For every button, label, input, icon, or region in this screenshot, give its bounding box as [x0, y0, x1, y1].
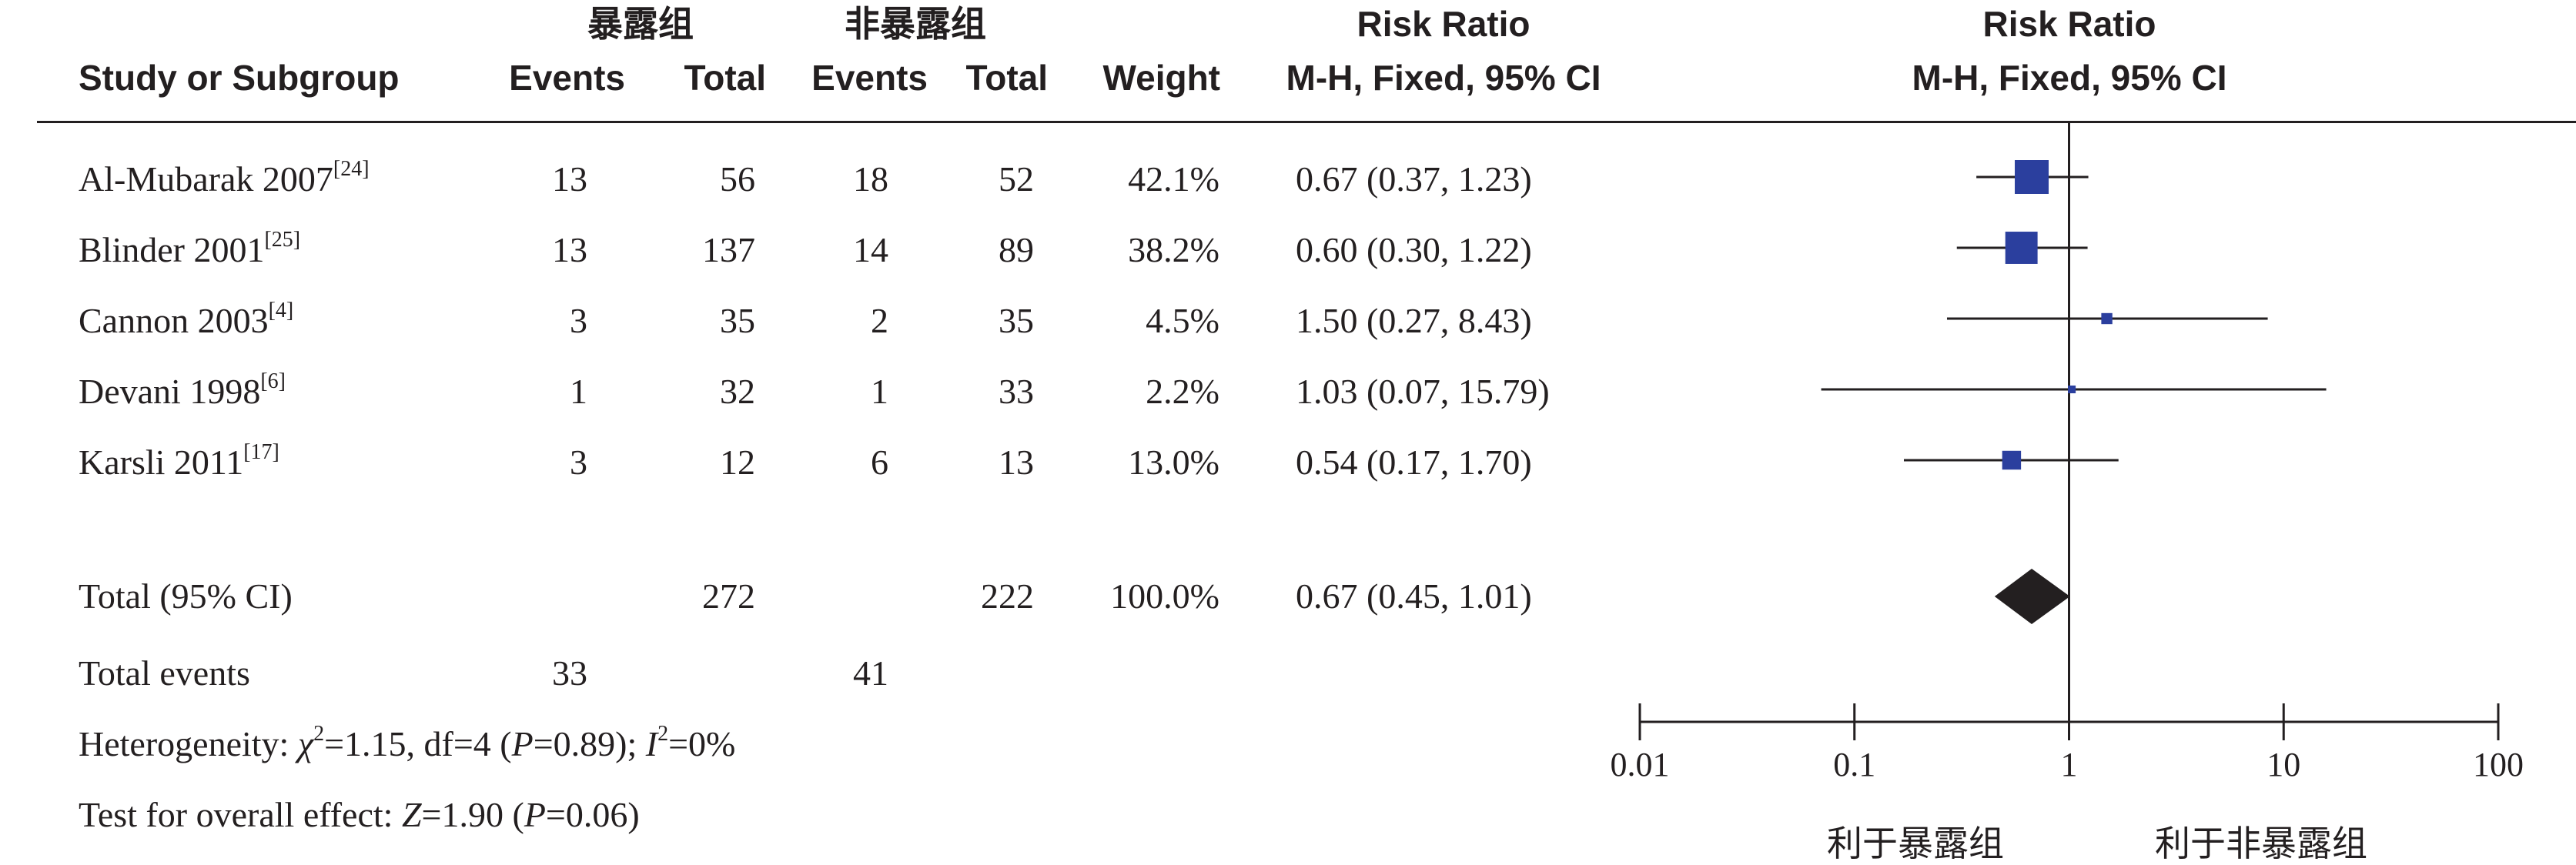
exposed-events-cell: 3: [570, 443, 587, 482]
exposed-total-cell: 272: [702, 576, 755, 616]
study-reference: [4]: [268, 299, 294, 322]
unexposed-events-cell: 6: [871, 443, 888, 482]
unexposed-total-header: Total: [965, 58, 1048, 98]
study-name: Cannon 2003[4]: [79, 299, 294, 340]
risk-ratio-header: Risk Ratio: [1357, 4, 1531, 44]
study-name: Blinder 2001[25]: [79, 228, 301, 269]
study-point-estimate: [2101, 312, 2113, 325]
overall-effect-text: Test for overall effect: Z=1.90 (P=0.06): [79, 795, 640, 834]
unexposed-events-cell: 1: [871, 372, 888, 411]
risk-ratio-cell: 1.50 (0.27, 8.43): [1296, 301, 1532, 340]
exposed-total-cell: 56: [720, 159, 755, 199]
unexposed-events-cell: 14: [853, 230, 888, 269]
weight-cell: 13.0%: [1128, 443, 1219, 482]
study-reference: [17]: [243, 440, 279, 464]
header-rule: [37, 121, 2576, 123]
risk-ratio-cell: 1.03 (0.07, 15.79): [1296, 372, 1550, 411]
exposed-events-cell: 3: [570, 301, 587, 340]
study-or-subgroup-header: Study or Subgroup: [79, 58, 400, 98]
weight-cell: 42.1%: [1128, 159, 1219, 199]
unexposed-events-cell: 2: [871, 301, 888, 340]
study-reference: [25]: [264, 228, 301, 252]
risk-ratio-cell: 0.67 (0.37, 1.23): [1296, 159, 1532, 199]
total-label: Total (95% CI): [79, 576, 293, 616]
study-point-estimate: [2068, 385, 2076, 394]
x-tick-label: 0.1: [1833, 746, 1875, 783]
x-tick-label: 10: [2267, 746, 2300, 783]
x-tick-label: 0.01: [1611, 746, 1670, 783]
weight-cell: 2.2%: [1146, 372, 1219, 411]
risk-ratio-cell: 0.60 (0.30, 1.22): [1296, 230, 1532, 269]
pooled-diamond: [1994, 569, 2070, 624]
exposed-events-cell: 1: [570, 372, 587, 411]
risk-ratio-plot-header: Risk Ratio: [1982, 4, 2156, 44]
unexposed-total-cell: 222: [981, 576, 1034, 616]
study-name: Devani 1998[6]: [79, 369, 286, 411]
weight-cell: 4.5%: [1146, 301, 1219, 340]
exposed-events-header: Events: [509, 58, 625, 98]
unexposed-total-cell: 89: [999, 230, 1034, 269]
unexposed-events-cell: 18: [853, 159, 888, 199]
x-tick-label: 100: [2473, 746, 2524, 783]
unexposed-total-cell: 35: [999, 301, 1034, 340]
unexposed-events-header: Events: [811, 58, 928, 98]
method-header: M-H, Fixed, 95% CI: [1286, 58, 1601, 98]
weight-cell: 38.2%: [1128, 230, 1219, 269]
group-unexposed-header: 非暴露组: [845, 4, 986, 44]
study-reference: [6]: [260, 369, 286, 393]
study-name: Karsli 2011[17]: [79, 440, 279, 482]
risk-ratio-cell: 0.67 (0.45, 1.01): [1296, 576, 1532, 616]
heterogeneity-text: Heterogeneity: χ2=1.15, df=4 (P=0.89); I…: [79, 722, 736, 763]
exposed-total-cell: 32: [720, 372, 755, 411]
favours-unexposed-label: 利于非暴露组: [2155, 823, 2367, 864]
risk-ratio-cell: 0.54 (0.17, 1.70): [1296, 443, 1532, 482]
exposed-total-header: Total: [684, 58, 766, 98]
unexposed-events-cell: 41: [853, 653, 888, 693]
group-exposed-header: 暴露组: [587, 4, 694, 44]
study-point-estimate: [2002, 450, 2022, 470]
weight-cell: 100.0%: [1110, 576, 1219, 616]
favours-exposed-label: 利于暴露组: [1827, 823, 2004, 864]
study-reference: [24]: [333, 157, 370, 181]
exposed-total-cell: 137: [702, 230, 755, 269]
study-point-estimate: [2005, 232, 2038, 264]
exposed-total-cell: 35: [720, 301, 755, 340]
x-tick-label: 1: [2061, 746, 2078, 783]
exposed-events-cell: 13: [552, 159, 587, 199]
unexposed-total-cell: 13: [999, 443, 1034, 482]
exposed-events-cell: 33: [552, 653, 587, 693]
exposed-total-cell: 12: [720, 443, 755, 482]
study-point-estimate: [2015, 160, 2049, 194]
total-events-label: Total events: [79, 653, 250, 693]
study-name: Al-Mubarak 2007[24]: [79, 157, 370, 199]
method-plot-header: M-H, Fixed, 95% CI: [1912, 58, 2227, 98]
unexposed-total-cell: 33: [999, 372, 1034, 411]
exposed-events-cell: 13: [552, 230, 587, 269]
unexposed-total-cell: 52: [999, 159, 1034, 199]
weight-header: Weight: [1102, 58, 1220, 98]
